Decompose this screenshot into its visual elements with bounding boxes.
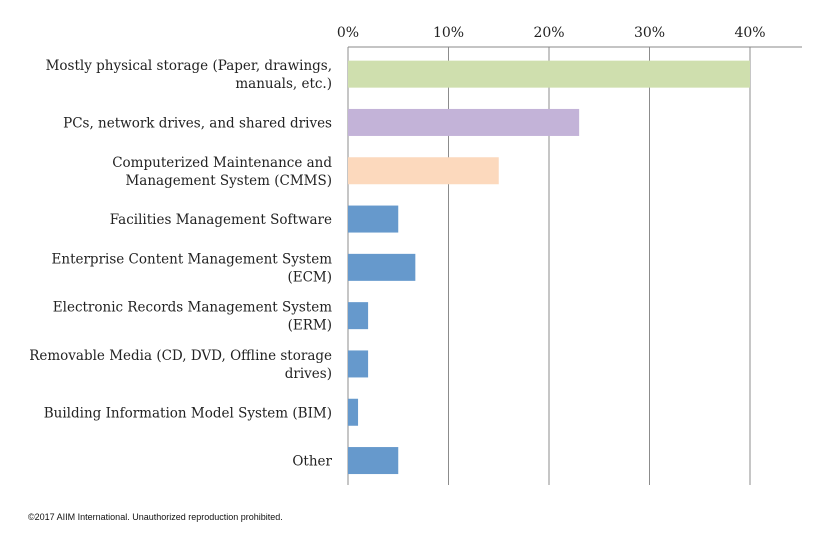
category-label: Electronic Records Management System (ERM… (53, 300, 332, 334)
bar (348, 60, 750, 88)
category-label-line: manuals, etc.) (235, 76, 332, 92)
category-label: PCs, network drives, and shared drives (63, 115, 332, 131)
x-tick-label: 10% (433, 25, 464, 41)
bar (348, 398, 359, 426)
x-tick-label: 20% (533, 25, 564, 41)
x-axis-tick-labels: 0% 10% 20% 30% 40% (337, 25, 766, 41)
bar (348, 253, 416, 281)
category-label: Facilities Management Software (110, 212, 332, 228)
category-label-line: Facilities Management Software (110, 212, 332, 228)
category-label: Other (292, 454, 332, 470)
category-labels: Mostly physical storage (Paper, drawings… (29, 58, 332, 469)
category-label-line: Management System (CMMS) (125, 173, 332, 189)
category-label: Mostly physical storage (Paper, drawings… (46, 58, 332, 92)
bar (348, 302, 369, 330)
category-label-line: (ERM) (288, 318, 332, 334)
category-label-line: Electronic Records Management System (53, 300, 332, 316)
bar (348, 108, 580, 136)
bar (348, 350, 369, 378)
category-label-line: PCs, network drives, and shared drives (63, 115, 332, 131)
bar (348, 447, 399, 475)
bar-chart: 0% 10% 20% 30% 40% Mostly physical storage (… (29, 25, 802, 485)
category-label: Removable Media (CD, DVD, Offline storag… (29, 348, 332, 382)
category-label-line: Building Information Model System (BIM) (44, 405, 332, 421)
category-label: Building Information Model System (BIM) (44, 405, 332, 421)
category-label-line: Computerized Maintenance and (112, 155, 332, 171)
category-label-line: drives) (285, 366, 332, 382)
category-label-line: (ECM) (287, 269, 332, 285)
copyright-notice: ©2017 AIIM International. Unauthorized r… (28, 512, 283, 522)
category-label-line: Other (292, 454, 332, 470)
category-label-line: Mostly physical storage (Paper, drawings… (46, 58, 332, 74)
bar (348, 157, 499, 185)
x-tick-label: 30% (634, 25, 665, 41)
category-label: Enterprise Content Management System (ECM… (52, 251, 333, 285)
bar (348, 205, 399, 233)
category-label-line: Removable Media (CD, DVD, Offline storag… (29, 348, 332, 364)
bars (348, 60, 750, 475)
category-label-line: Enterprise Content Management System (52, 251, 333, 267)
x-tick-label: 0% (337, 25, 359, 41)
category-label: Computerized Maintenance and Management S… (112, 155, 332, 189)
x-tick-label: 40% (734, 25, 765, 41)
